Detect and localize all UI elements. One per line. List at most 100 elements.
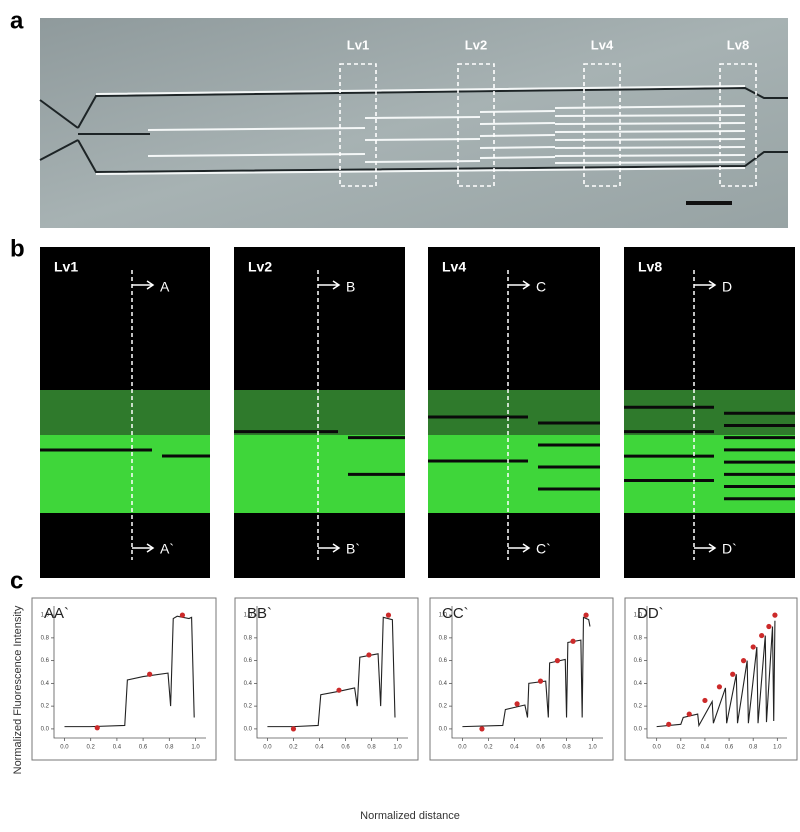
y-tick-label: 0.8 <box>634 635 643 641</box>
data-point <box>537 678 544 684</box>
x-tick-label: 0.4 <box>701 745 710 751</box>
y-tick-label: 0.0 <box>41 726 50 732</box>
y-tick-label: 0.0 <box>244 726 253 732</box>
x-tick-label: 1.0 <box>773 745 782 751</box>
chart-frame <box>624 597 798 761</box>
section-label: D` <box>722 541 737 557</box>
region-box <box>583 63 621 187</box>
data-point <box>716 684 723 690</box>
x-tick-label: 0.0 <box>263 745 272 751</box>
axis-line <box>256 606 408 739</box>
arrow <box>508 543 531 553</box>
data-point <box>766 623 772 630</box>
y-tick-label: 0.2 <box>244 704 253 710</box>
x-tick-label: 0.6 <box>536 745 545 751</box>
x-tick-label: 0.2 <box>289 745 298 751</box>
profile-line <box>64 615 195 728</box>
region-label: Lv2 <box>465 37 487 52</box>
image-title: Lv4 <box>442 259 466 275</box>
green-band <box>40 435 210 513</box>
image-title: Lv8 <box>638 259 662 275</box>
data-point <box>366 652 372 658</box>
panel-label: a <box>10 7 24 34</box>
axis-line <box>53 606 206 739</box>
data-point <box>772 612 778 618</box>
data-point <box>702 697 708 704</box>
chart-title: DD` <box>637 605 664 622</box>
x-axis-label: Normalized distance <box>360 810 460 822</box>
y-tick-label: 0.6 <box>634 658 643 664</box>
data-point <box>750 644 756 650</box>
x-tick-label: 0.4 <box>315 745 324 751</box>
panel-label: b <box>10 235 25 262</box>
section-label: A` <box>160 541 174 557</box>
axis-line <box>646 606 787 739</box>
green-band <box>428 435 600 513</box>
y-tick-label: 0.6 <box>439 658 448 664</box>
y-tick-label: 1.0 <box>634 613 643 619</box>
y-tick-label: 1.0 <box>41 613 50 619</box>
profile-line <box>267 616 396 728</box>
image-title: Lv2 <box>248 259 272 275</box>
chart-frame <box>429 597 614 761</box>
chart: 0.0 0.2 0.4 0.6 0.8 1.00.00.20.40.60.81.0AA` <box>31 597 217 761</box>
y-tick-label: 0.4 <box>244 681 253 687</box>
y-tick-label: 0.2 <box>439 704 448 710</box>
region-box <box>719 63 757 187</box>
data-point <box>686 711 692 717</box>
data-point <box>583 612 589 618</box>
data-point <box>514 701 520 707</box>
y-axis-label: Normalized Fluorescence Intensity <box>12 605 24 774</box>
arrow <box>318 543 341 553</box>
profile-line <box>656 620 776 728</box>
chart-frame <box>234 597 419 761</box>
chart-title: CC` <box>442 605 469 622</box>
x-tick-label: 0.2 <box>87 745 96 751</box>
y-tick-label: 0.4 <box>41 681 50 687</box>
region-label: Lv4 <box>591 37 614 52</box>
fluorescence-image: Lv4 C C` <box>428 247 600 578</box>
x-tick-label: 0.4 <box>510 745 519 751</box>
x-tick-label: 0.8 <box>367 745 376 751</box>
x-tick-label: 0.0 <box>60 745 69 751</box>
data-point <box>759 632 765 639</box>
data-point <box>385 612 392 618</box>
y-tick-label: 0.8 <box>41 635 50 641</box>
data-point <box>730 671 736 677</box>
x-tick-label: 0.4 <box>113 745 122 751</box>
data-point <box>179 612 186 618</box>
arrow <box>694 280 717 290</box>
y-tick-label: 0.0 <box>634 726 643 732</box>
section-label: C <box>536 279 546 295</box>
section-label: A <box>160 279 170 295</box>
arrow <box>508 280 531 290</box>
data-point <box>666 721 672 727</box>
x-tick-label: 0.0 <box>458 745 467 751</box>
image-title: Lv1 <box>54 259 78 275</box>
y-tick-label: 1.0 <box>439 613 448 619</box>
chart-title: BB` <box>247 605 272 622</box>
section-label: D <box>722 279 732 295</box>
chart: 0.0 0.2 0.4 0.6 0.8 1.00.00.20.40.60.81.0DD` <box>624 597 798 761</box>
x-tick-label: 0.6 <box>341 745 350 751</box>
region-label: Lv8 <box>727 37 749 52</box>
x-tick-label: 0.6 <box>139 745 148 751</box>
y-tick-label: 0.4 <box>439 681 448 687</box>
x-tick-label: 0.0 <box>652 745 661 751</box>
section-label: B <box>346 279 355 295</box>
fluorescence-image: Lv2 B B` <box>234 247 405 578</box>
data-point <box>740 658 747 664</box>
chart-frame <box>31 597 217 761</box>
x-tick-label: 0.2 <box>484 745 493 751</box>
x-tick-label: 1.0 <box>393 745 402 751</box>
data-point <box>336 687 342 693</box>
y-tick-label: 0.0 <box>439 726 448 732</box>
region-box <box>457 63 495 187</box>
y-tick-label: 0.2 <box>41 704 50 710</box>
data-point <box>290 726 297 732</box>
profile-line <box>462 616 591 728</box>
section-label: B` <box>346 541 360 557</box>
y-tick-label: 0.8 <box>439 635 448 641</box>
region-label: Lv1 <box>347 37 369 52</box>
green-band-dim <box>40 390 210 435</box>
